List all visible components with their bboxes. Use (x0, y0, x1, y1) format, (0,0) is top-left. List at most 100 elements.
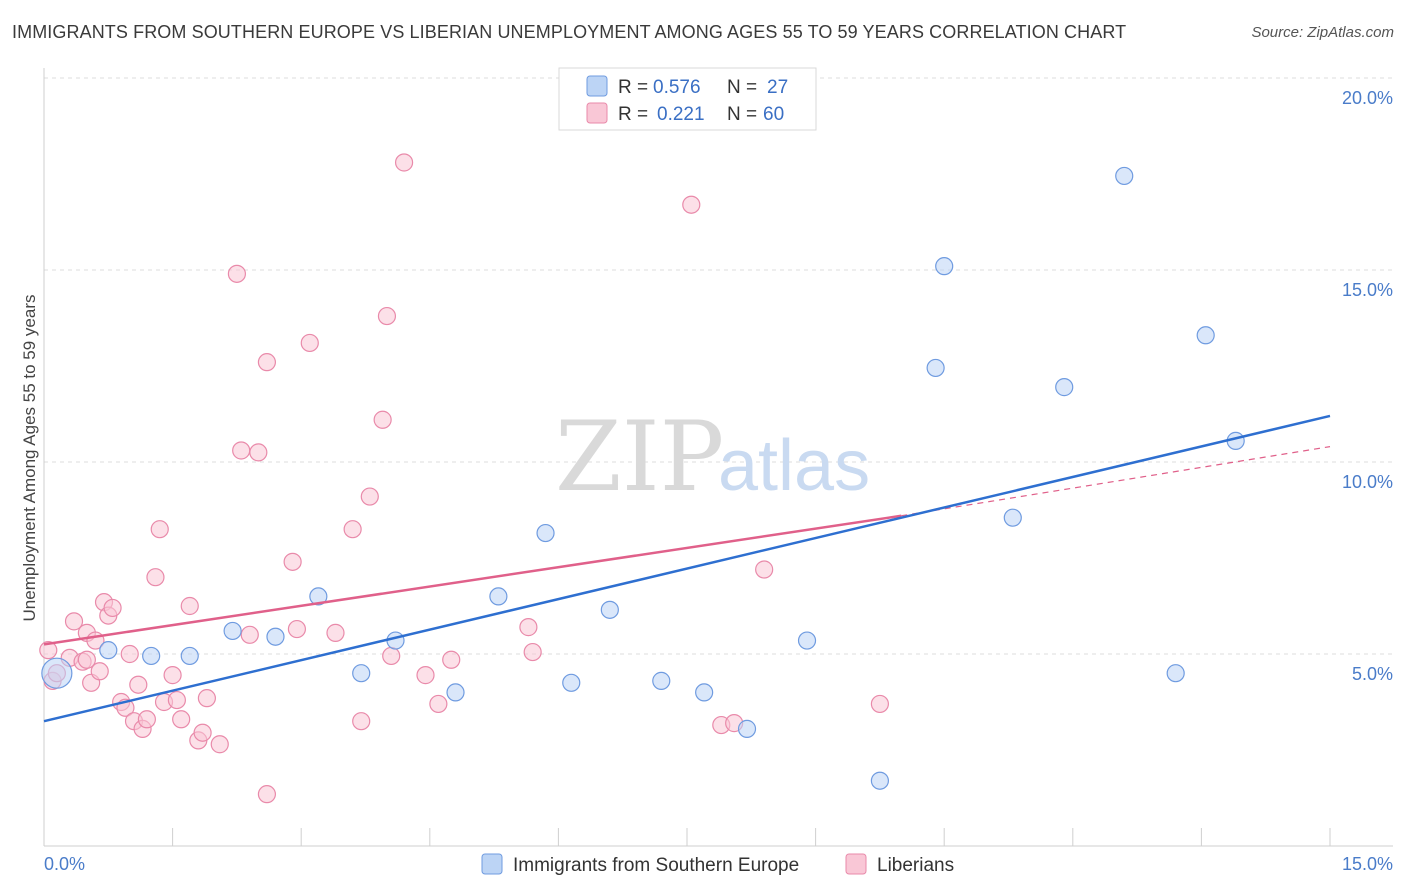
southern-europe-point-11 (536, 523, 555, 543)
correlation-legend: R = 0.576 N = 27 R = 0.221 N = 60 (558, 67, 817, 131)
legend-swatch-pink (586, 102, 608, 124)
liberians-point-13 (103, 598, 122, 618)
watermark: ZIP atlas (555, 401, 870, 513)
liberians-point-27 (180, 596, 199, 616)
x-ticks (43, 828, 1331, 846)
liberians-point-29 (193, 723, 212, 742)
southern-europe-point-16 (737, 719, 757, 738)
liberians-point-57 (755, 560, 774, 579)
liberians-point-36 (257, 353, 277, 372)
trend-lines (43, 414, 1331, 723)
x-tick-label-min: 0.0% (44, 854, 85, 874)
liberians-point-40 (300, 333, 319, 353)
southern-europe-point-18 (870, 771, 890, 790)
liberians-trend-line (43, 514, 902, 646)
liberians-point-30 (197, 689, 216, 708)
gridlines (44, 77, 1393, 655)
liberians-point-37 (257, 785, 277, 804)
source-credit: Source: ZipAtlas.com (1251, 24, 1394, 41)
x-tick-label-max: 15.0% (1342, 854, 1393, 874)
liberians-point-16 (120, 644, 139, 664)
liberians-point-33 (232, 441, 251, 460)
liberians-point-0 (39, 641, 58, 660)
liberians-point-38 (283, 552, 302, 571)
y-axis-label: Unemployment Among Ages 55 to 59 years (20, 295, 39, 622)
southern-europe-point-9 (446, 683, 465, 702)
southern-europe-point-13 (600, 600, 619, 619)
legend-n-label-1: N = (727, 77, 757, 98)
southern-europe-point-19 (926, 358, 945, 378)
legend-n-value-1: 27 (767, 77, 788, 98)
southern-europe-point-22 (1055, 378, 1074, 397)
liberians-point-39 (287, 619, 307, 639)
southern-europe-point-24 (1166, 664, 1185, 683)
liberians-point-20 (137, 710, 156, 729)
liberians-trend-extension (901, 446, 1331, 517)
liberians-point-50 (429, 694, 448, 714)
liberians-point-6 (77, 650, 96, 669)
southern-europe-point-15 (695, 683, 714, 702)
liberians-point-35 (249, 443, 268, 462)
liberians-point-45 (373, 410, 392, 429)
liberians-point-21 (146, 568, 165, 587)
liberians-point-51 (442, 650, 461, 669)
axes (43, 68, 1393, 847)
southern-europe-point-8 (386, 631, 405, 650)
y-tick-labels: 5.0% 10.0% 15.0% 20.0% (1342, 88, 1393, 684)
liberians-point-52 (519, 618, 538, 637)
southern-europe-point-17 (797, 631, 817, 650)
bottom-legend-label-1: Immigrants from Southern Europe (513, 855, 799, 876)
liberians-point-26 (172, 710, 191, 729)
southern-europe-point-21 (1003, 508, 1022, 527)
southern-europe-point-2 (142, 646, 161, 666)
liberians-point-34 (240, 625, 259, 644)
southern-europe-point-25 (1196, 326, 1215, 345)
watermark-atlas: atlas (718, 426, 870, 506)
liberians-point-49 (416, 666, 435, 685)
southern-europe-point-14 (652, 671, 671, 690)
legend-n-label-2: N = (727, 104, 757, 125)
bottom-legend-label-2: Liberians (877, 855, 954, 876)
liberians-point-10 (90, 662, 109, 681)
liberians-point-47 (382, 646, 401, 666)
liberians-point-18 (129, 675, 148, 694)
southern-europe-points (41, 166, 1245, 790)
southern-europe-point-5 (266, 627, 285, 646)
southern-europe-point-20 (935, 257, 954, 276)
southern-europe-trend-line (43, 414, 1331, 723)
legend-r-label-2: R = (618, 104, 648, 125)
series-legend: Immigrants from Southern Europe Liberian… (481, 853, 954, 876)
southern-europe-point-12 (562, 673, 581, 692)
liberians-point-43 (352, 712, 371, 731)
southern-europe-point-7 (352, 664, 371, 683)
legend-r-label-1: R = (618, 77, 648, 98)
liberians-point-24 (163, 666, 182, 685)
southern-europe-point-10 (489, 587, 508, 606)
liberians-point-54 (682, 195, 701, 214)
liberians-point-53 (523, 642, 542, 662)
southern-europe-point-0 (41, 657, 73, 689)
y-tick-label-10: 10.0% (1342, 472, 1393, 492)
southern-europe-point-1 (99, 641, 118, 660)
liberians-point-31 (210, 735, 229, 754)
watermark-zip: ZIP (555, 401, 724, 513)
liberians-point-58 (870, 694, 890, 714)
y-tick-label-15: 15.0% (1342, 280, 1393, 300)
liberians-point-46 (377, 306, 397, 326)
liberians-point-42 (343, 520, 362, 539)
chart-title: IMMIGRANTS FROM SOUTHERN EUROPE VS LIBER… (12, 22, 1127, 42)
legend-r-value-1: 0.576 (653, 77, 701, 98)
southern-europe-point-6 (309, 587, 328, 606)
southern-europe-point-23 (1115, 166, 1134, 186)
liberians-point-48 (394, 153, 414, 172)
y-tick-label-5: 5.0% (1352, 664, 1393, 684)
bottom-legend-swatch-pink (845, 853, 867, 875)
bottom-legend-swatch-blue (481, 853, 503, 875)
liberians-point-41 (326, 623, 345, 642)
liberians-point-4 (64, 612, 84, 631)
legend-r-value-2: 0.221 (657, 104, 705, 125)
y-tick-label-20: 20.0% (1342, 88, 1393, 108)
southern-europe-point-3 (180, 646, 199, 666)
liberians-point-22 (150, 520, 169, 539)
